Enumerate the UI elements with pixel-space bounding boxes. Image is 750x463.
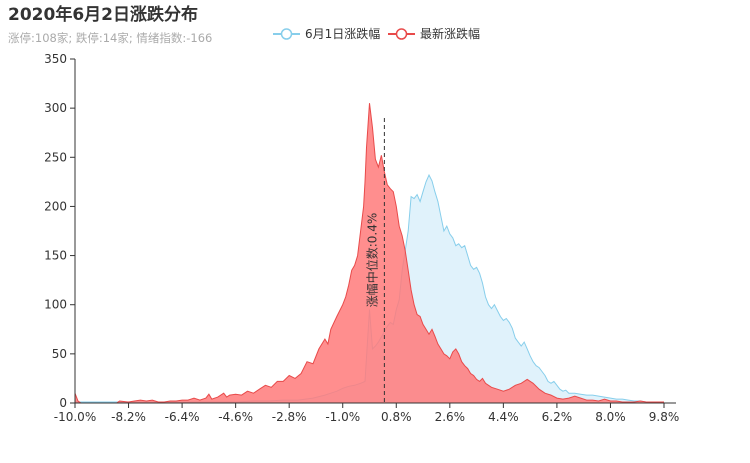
x-tick-label: -1.0% xyxy=(325,410,360,424)
x-tick-label: -6.4% xyxy=(165,410,200,424)
series-layer xyxy=(74,103,664,404)
x-tick-label: 8.0% xyxy=(595,410,626,424)
legend-item-series-1[interactable]: 最新涨跌幅 xyxy=(388,26,480,41)
y-tick-label: 250 xyxy=(44,150,67,164)
median-label: 涨幅中位数:0.4% xyxy=(364,213,379,308)
x-tick-label: 0.8% xyxy=(381,410,412,424)
x-tick-label: -8.2% xyxy=(111,410,146,424)
legend-item-series-0[interactable]: 6月1日涨跌幅 xyxy=(273,26,380,41)
x-tick-label: -4.6% xyxy=(218,410,253,424)
chart-subtitle: 涨停:108家; 跌停:14家; 情绪指数:-166 xyxy=(8,31,212,45)
x-tick-label: -2.8% xyxy=(272,410,307,424)
legend-label-series-0: 6月1日涨跌幅 xyxy=(305,26,380,41)
median-layer: 涨幅中位数:0.4% xyxy=(364,118,385,403)
legend-circle-icon xyxy=(395,28,408,40)
chart-title: 2020年6月2日涨跌分布 xyxy=(8,4,198,25)
x-tick-label: 2.6% xyxy=(435,410,466,424)
series-area-0 xyxy=(75,175,664,403)
axes-layer: 0 50 100 150 200 250 300 350 -10.0% -8.2% -6.4% -4.… xyxy=(44,52,679,424)
legend-circle-icon xyxy=(280,28,293,40)
series-area-1 xyxy=(75,103,664,403)
y-tick-label: 150 xyxy=(44,249,67,263)
legend-label-series-1: 最新涨跌幅 xyxy=(420,26,480,41)
y-tick-label: 350 xyxy=(44,52,67,66)
y-tick-label: 100 xyxy=(44,298,67,312)
legend: 6月1日涨跌幅 最新涨跌幅 xyxy=(273,26,480,41)
y-tick-label: 50 xyxy=(52,347,67,361)
y-tick-label: 0 xyxy=(59,396,67,410)
x-tick-label: -10.0% xyxy=(54,410,96,424)
x-tick-label: 6.2% xyxy=(542,410,573,424)
x-tick-label: 9.8% xyxy=(649,410,680,424)
y-tick-label: 300 xyxy=(44,101,67,115)
series-line-1 xyxy=(74,103,664,404)
y-tick-label: 200 xyxy=(44,199,67,213)
x-tick-label: 4.4% xyxy=(488,410,519,424)
